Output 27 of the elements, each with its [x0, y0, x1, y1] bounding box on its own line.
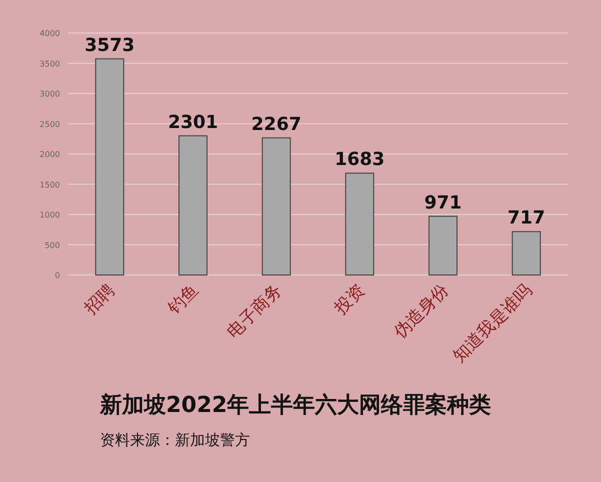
data-label: 1683: [334, 149, 385, 170]
x-tick-label: 招聘: [80, 280, 120, 320]
data-label: 2267: [251, 114, 302, 135]
y-tick-label: 0: [54, 271, 60, 280]
bar: [178, 135, 208, 276]
bar: [428, 216, 458, 276]
y-tick-label: 1000: [40, 210, 60, 220]
y-tick-label: 2000: [40, 150, 60, 159]
text: 资料来源：新加坡警方: [100, 431, 250, 449]
y-tick-label: 500: [44, 240, 60, 250]
bar: [512, 231, 541, 276]
x-tick-label: 电子商务: [224, 280, 286, 343]
y-tick-label: 3500: [40, 59, 60, 68]
y-tick-label: 1500: [40, 180, 60, 190]
data-label: 717: [508, 208, 546, 229]
x-tick-label: 钓鱼: [164, 280, 203, 320]
y-tick-label: 2500: [40, 120, 60, 129]
bar: [95, 58, 124, 276]
data-label: 971: [424, 192, 462, 214]
text: 新加坡2022年上半年六大网络罪案种类: [99, 392, 492, 418]
bar: [345, 172, 374, 276]
data-label: 3573: [84, 34, 135, 56]
x-tick-label: 投资: [330, 280, 370, 320]
y-tick-label: 3000: [40, 90, 60, 98]
data-label: 2301: [168, 112, 218, 133]
bar: [262, 137, 291, 276]
y-tick-label: 4000: [40, 29, 60, 38]
